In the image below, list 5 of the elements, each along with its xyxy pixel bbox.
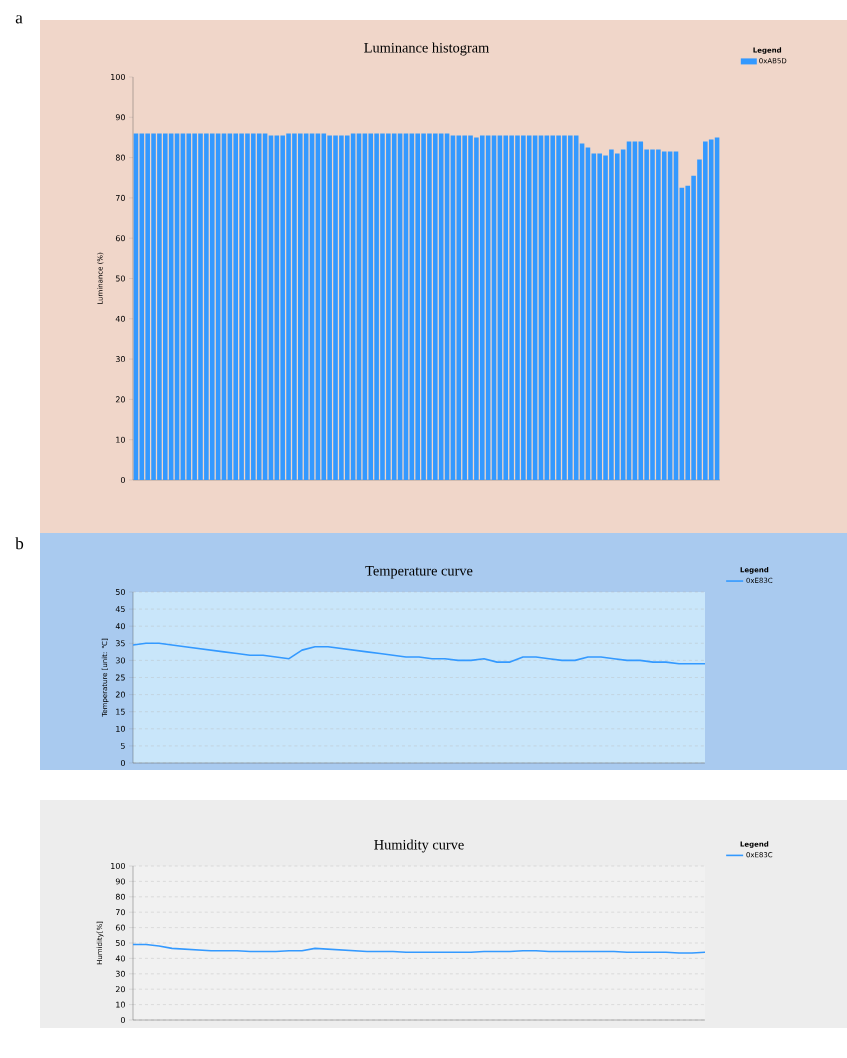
text: b — [15, 537, 24, 550]
chart-title: Humidity curve — [374, 839, 464, 853]
chart-title: Temperature curve — [365, 566, 473, 579]
text: a — [15, 15, 23, 24]
chart-title: Luminance histogram — [364, 42, 490, 56]
